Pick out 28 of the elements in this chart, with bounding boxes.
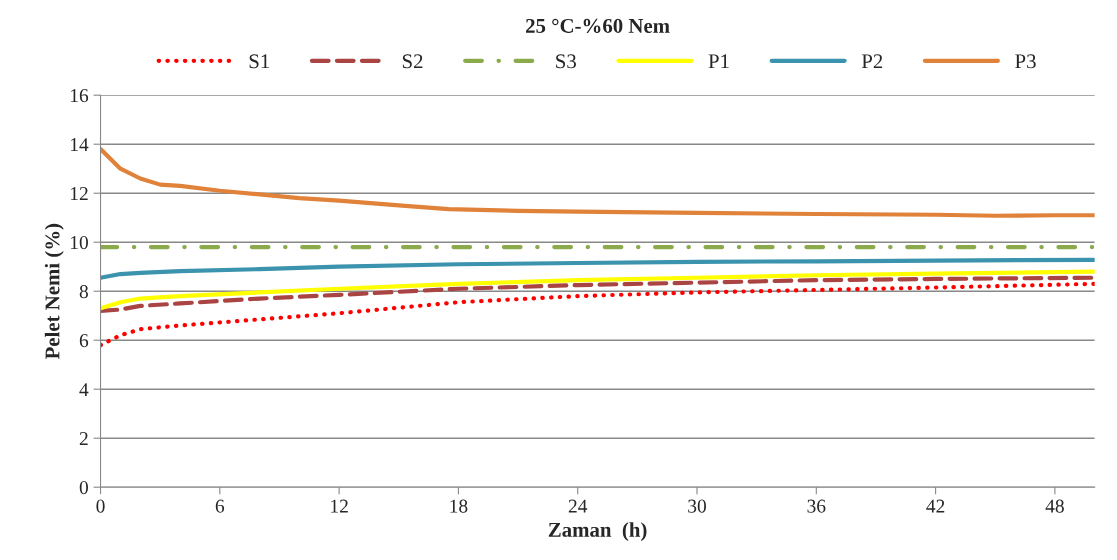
y-tick-label: 0 (79, 481, 88, 495)
y-tick-label: 12 (70, 187, 88, 200)
x-tick-label: 18 (450, 499, 468, 513)
y-axis-title: Pelet Nemi (%) (44, 223, 64, 360)
x-tick-label: 6 (215, 499, 225, 513)
y-tick-label: 6 (79, 334, 89, 348)
chart-title: 25 °C-%60 Nem (526, 18, 670, 33)
x-tick-label: 42 (926, 499, 945, 513)
legend-label: S2 (402, 54, 423, 69)
x-tick-label: 30 (688, 499, 706, 513)
legend-label: P3 (1015, 54, 1036, 69)
y-tick-label: 2 (79, 432, 88, 445)
legend-label: S1 (249, 54, 270, 69)
y-tick-label: 8 (79, 285, 88, 299)
line-series (100, 257, 1095, 280)
x-axis-title: Zaman (h) (548, 522, 647, 542)
y-tick-label: 16 (70, 89, 89, 103)
x-tick-label: 36 (807, 499, 826, 513)
x-tick-label: 48 (1045, 499, 1064, 513)
x-tick-label: 12 (331, 499, 348, 513)
x-tick-label: 0 (96, 499, 105, 513)
legend-label: P1 (708, 54, 729, 69)
y-tick-label: 14 (70, 138, 89, 151)
y-tick-label: 10 (70, 236, 88, 250)
x-tick-label: 24 (568, 499, 588, 513)
legend-label: P2 (861, 54, 883, 69)
legend-label: S3 (556, 54, 576, 69)
y-tick-label: 4 (79, 383, 89, 396)
